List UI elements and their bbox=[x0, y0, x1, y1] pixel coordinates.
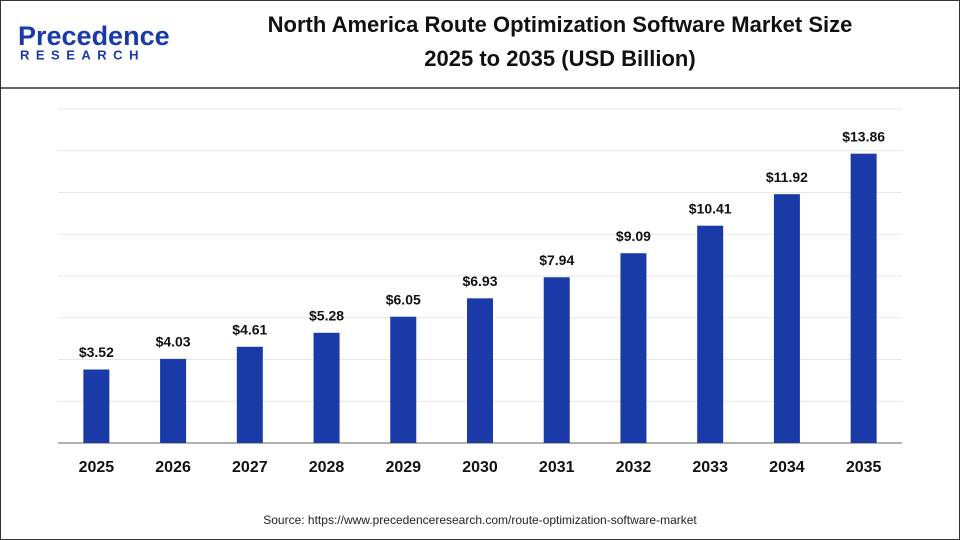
x-tick-label: 2027 bbox=[232, 459, 268, 476]
value-label: $4.61 bbox=[232, 321, 267, 337]
bar bbox=[850, 153, 877, 444]
value-label: $9.09 bbox=[616, 228, 651, 244]
value-label: $10.41 bbox=[689, 200, 732, 216]
value-label: $7.94 bbox=[539, 252, 574, 268]
bar bbox=[697, 225, 724, 443]
chart-subtitle: 2025 to 2035 (USD Billion) bbox=[424, 46, 695, 71]
bar bbox=[160, 358, 187, 443]
value-label: $3.52 bbox=[79, 344, 114, 360]
value-label: $11.92 bbox=[766, 169, 808, 185]
source: Source: https://www.precedenceresearch.c… bbox=[263, 513, 697, 527]
x-tick-label: 2031 bbox=[539, 459, 575, 476]
value-label: $4.03 bbox=[156, 334, 191, 350]
x-tick-label: 2030 bbox=[462, 459, 498, 476]
bar bbox=[83, 369, 110, 443]
logo-name: Precedence bbox=[18, 21, 170, 51]
value-label: $13.86 bbox=[842, 128, 885, 144]
bar bbox=[390, 316, 417, 443]
value-label: $5.28 bbox=[309, 307, 344, 323]
bar bbox=[313, 332, 340, 443]
x-tick-label: 2029 bbox=[385, 459, 421, 476]
logo-sub: RESEARCH bbox=[20, 47, 145, 62]
x-tick-label: 2034 bbox=[769, 459, 805, 476]
x-tick-label: 2035 bbox=[846, 459, 882, 476]
x-tick-label: 2026 bbox=[155, 459, 191, 476]
value-label: $6.05 bbox=[386, 291, 421, 307]
x-tick-label: 2028 bbox=[309, 459, 345, 476]
bar bbox=[467, 298, 493, 443]
bar bbox=[773, 194, 800, 443]
value-label: $6.93 bbox=[462, 273, 497, 289]
bar bbox=[236, 346, 263, 443]
bar bbox=[543, 277, 570, 443]
bar bbox=[620, 253, 647, 443]
x-tick-label: 2032 bbox=[616, 459, 652, 476]
x-tick-label: 2033 bbox=[692, 459, 728, 476]
chart-title: North America Route Optimization Softwar… bbox=[268, 12, 853, 37]
x-tick-label: 2025 bbox=[79, 459, 115, 476]
